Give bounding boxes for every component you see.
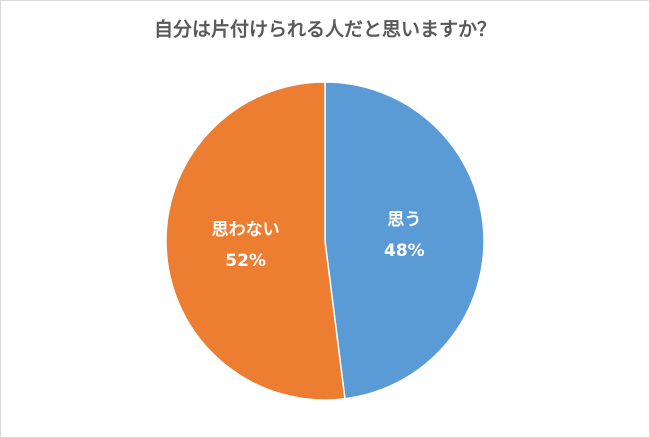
chart-title: 自分は片付けられる人だと思いますか？ [154,18,496,41]
value-label: 48% [384,241,425,261]
slice-label: 思わない [212,220,280,240]
slice-label: 思う [387,210,421,230]
pie-slice [165,81,346,401]
value-label: 52% [225,251,266,271]
pie-slice [324,81,485,400]
